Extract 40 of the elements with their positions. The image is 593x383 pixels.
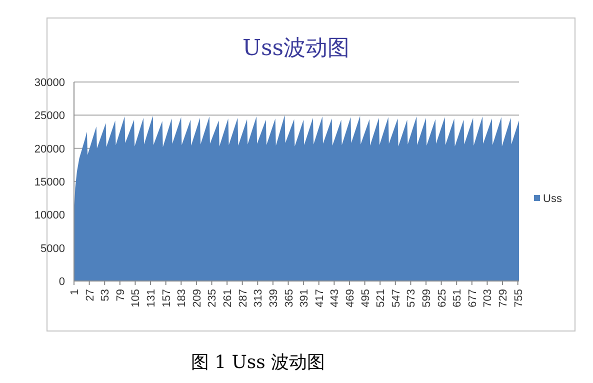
x-tick-label: 131 — [146, 289, 158, 308]
x-tick-label: 521 — [375, 289, 388, 308]
y-tick-label: 0 — [58, 276, 65, 288]
x-tick-label: 599 — [420, 289, 433, 308]
y-tick-label: 20000 — [34, 143, 65, 156]
x-tick-label: 443 — [329, 289, 342, 308]
x-tick-label: 339 — [268, 289, 280, 308]
x-tick-label: 703 — [482, 289, 494, 308]
y-tick-label: 10000 — [34, 210, 65, 222]
x-tick-label: 27 — [84, 289, 96, 302]
x-tick-label: 651 — [452, 289, 464, 308]
y-tick-label: 25000 — [34, 110, 65, 122]
x-tick-label: 495 — [360, 289, 372, 308]
x-tick-label: 209 — [191, 289, 204, 308]
x-tick-label: 1 — [69, 289, 81, 296]
x-tick-label: 547 — [390, 289, 402, 308]
x-tick-label: 183 — [176, 289, 188, 308]
x-tick-label: 391 — [298, 289, 311, 308]
x-tick-label: 313 — [252, 289, 265, 308]
x-tick-label: 79 — [114, 289, 127, 302]
x-tick-label: 105 — [130, 289, 142, 308]
x-tick-label: 53 — [100, 289, 112, 302]
y-tick-label: 15000 — [34, 176, 65, 188]
x-tick-label: 365 — [283, 289, 296, 308]
x-tick-label: 625 — [436, 289, 448, 308]
y-tick-label: 5000 — [40, 242, 65, 255]
x-tick-label: 469 — [344, 289, 356, 308]
x-tick-label: 573 — [406, 289, 418, 308]
x-tick-label: 755 — [512, 289, 525, 308]
y-tick-label: 30000 — [34, 77, 65, 89]
x-tick-label: 677 — [466, 289, 479, 308]
x-tick-label: 729 — [498, 289, 510, 308]
chart-title: Uss波动图 — [242, 36, 350, 61]
legend-label: Uss — [543, 193, 562, 205]
x-tick-label: 235 — [206, 289, 219, 308]
x-tick-label: 417 — [314, 289, 326, 308]
x-tick-label: 261 — [222, 289, 234, 308]
x-tick-label: 287 — [237, 289, 250, 308]
caption: 图 1 Uss 波动图 — [190, 352, 326, 373]
x-tick-label: 157 — [160, 289, 173, 308]
